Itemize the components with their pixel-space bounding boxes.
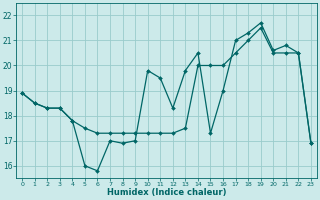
X-axis label: Humidex (Indice chaleur): Humidex (Indice chaleur): [107, 188, 226, 197]
